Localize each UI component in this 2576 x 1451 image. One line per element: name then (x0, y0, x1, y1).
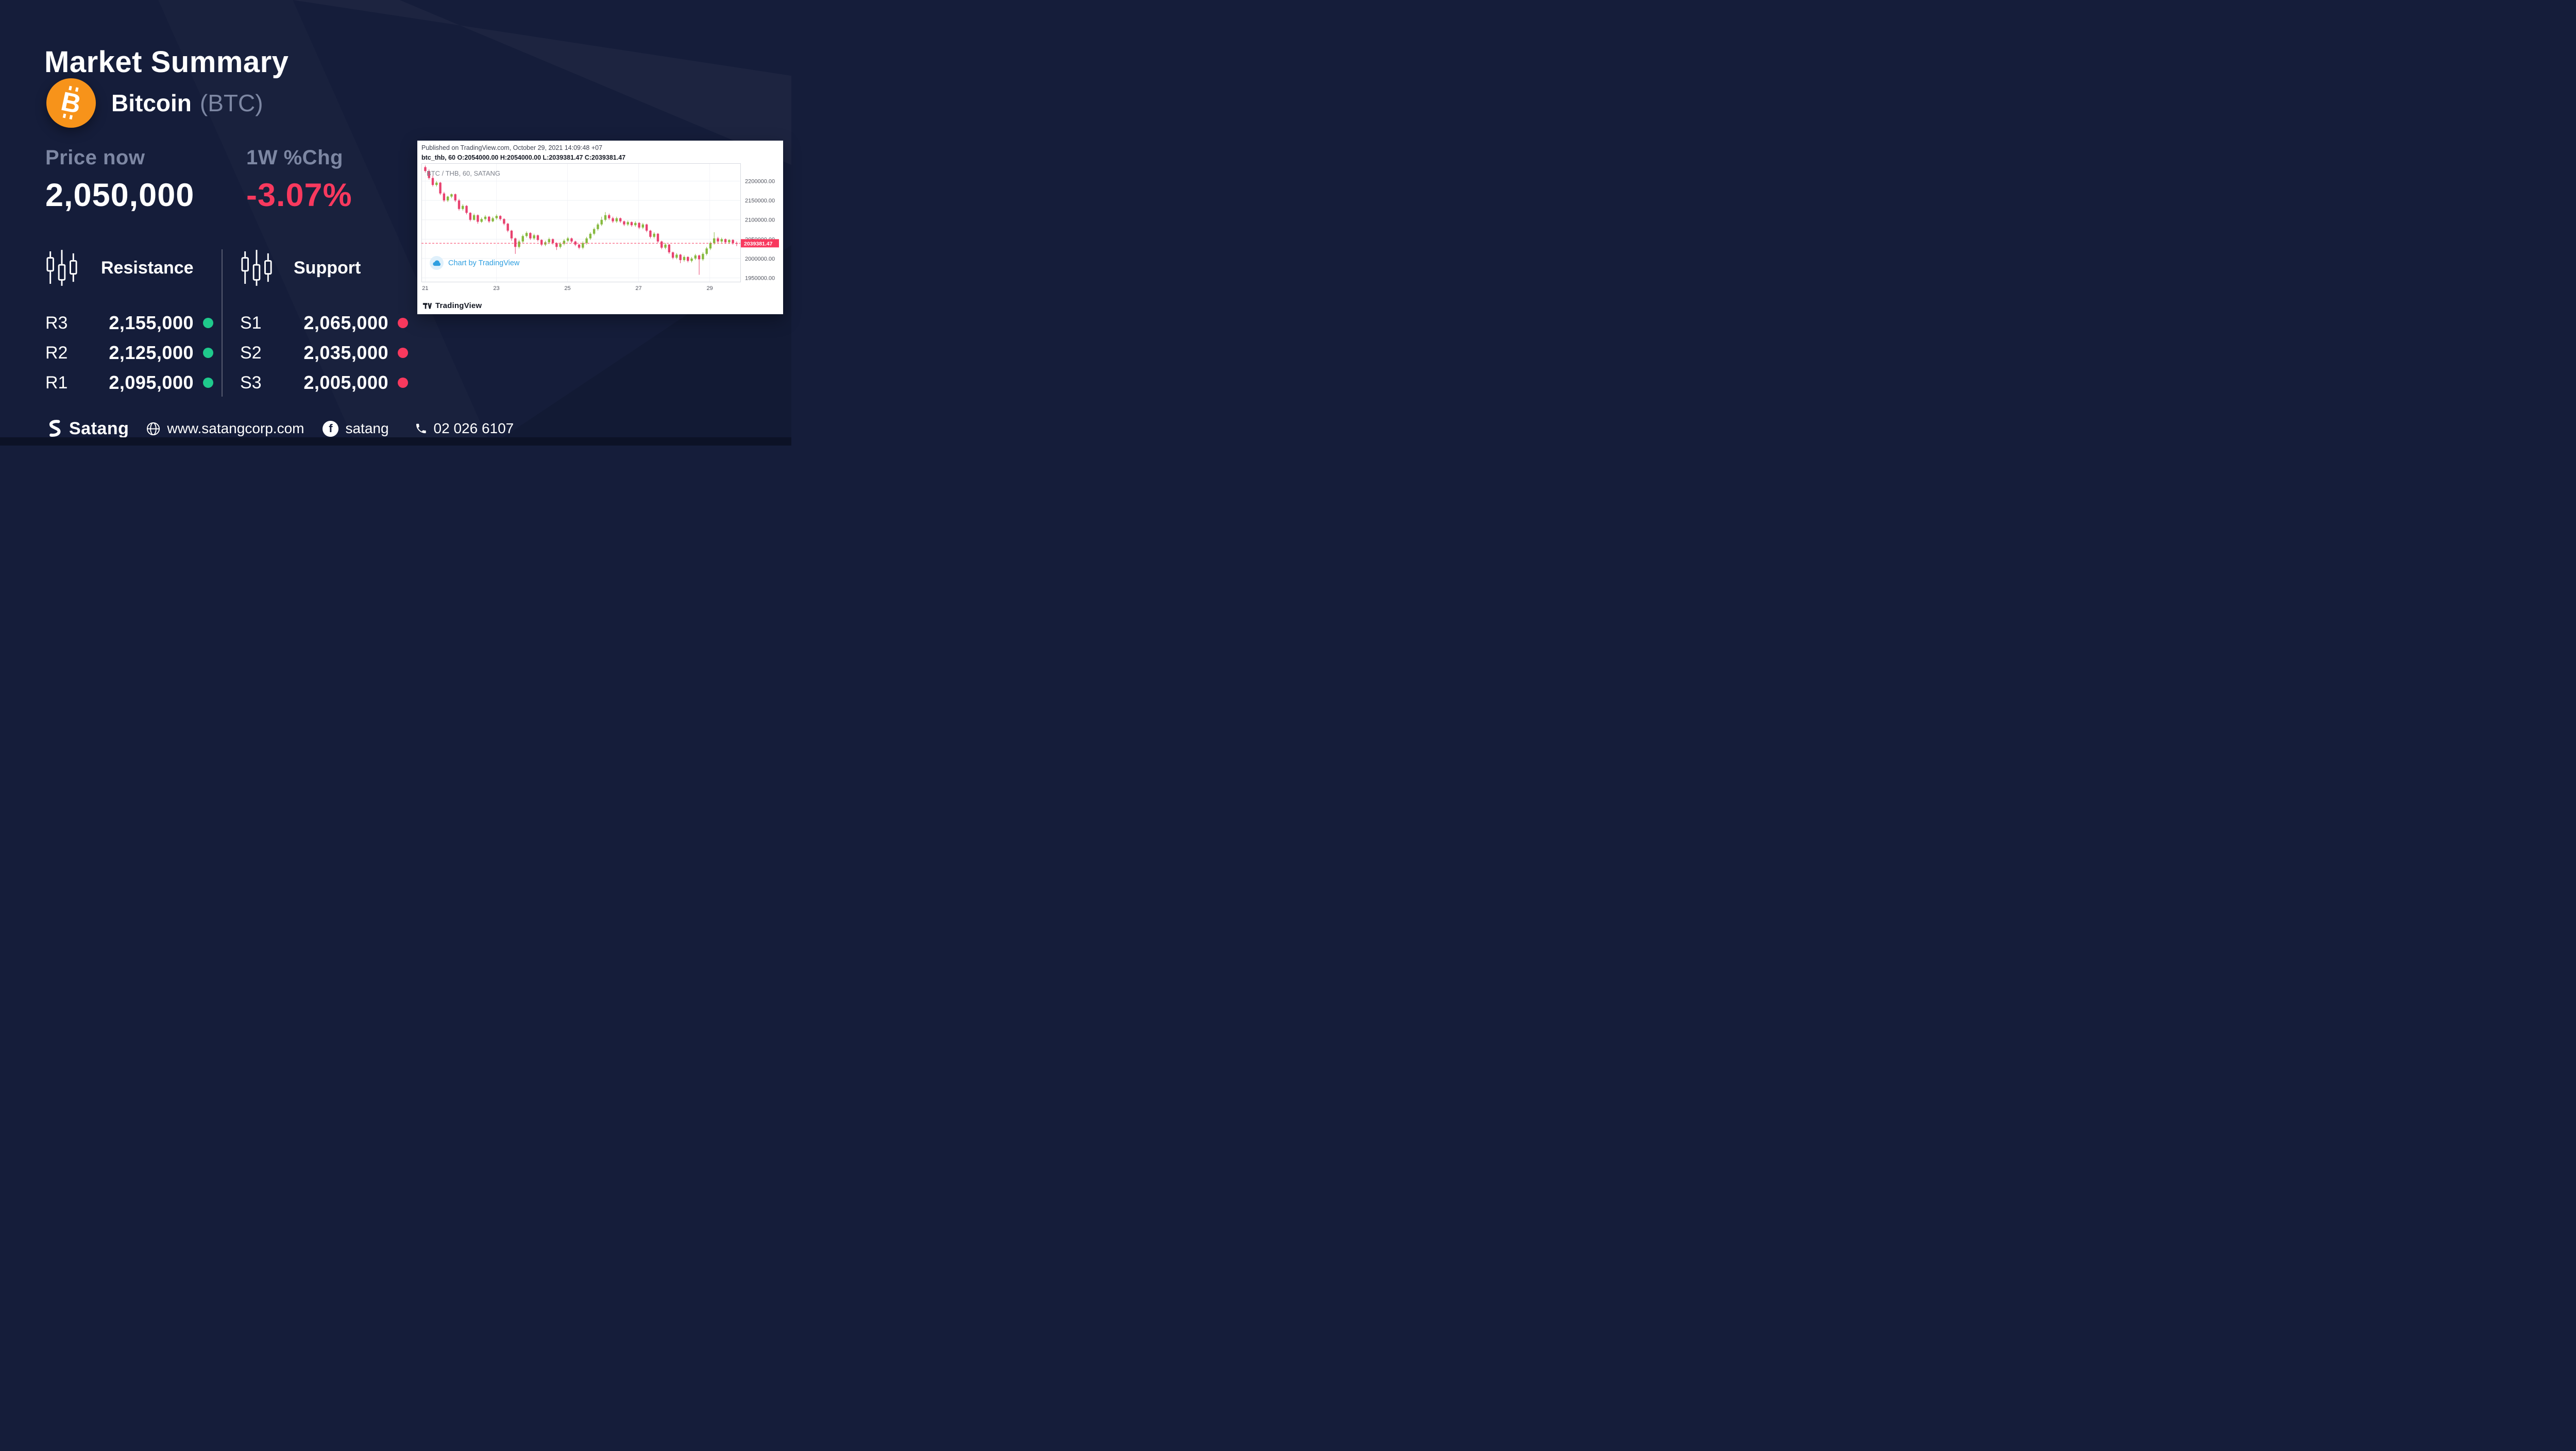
footer: Satang www.satangcorp.com f satang 02 02… (45, 416, 514, 441)
satang-logo-icon (49, 420, 61, 437)
pink-dot-icon (398, 348, 408, 358)
level-value: 2,095,000 (109, 372, 194, 393)
table-row: S2 2,035,000 (240, 338, 418, 368)
level-value: 2,035,000 (303, 342, 388, 363)
page-title: Market Summary (44, 45, 289, 79)
level-key: S3 (240, 372, 262, 392)
table-row: R3 2,155,000 (45, 308, 223, 338)
resistance-header: Resistance (45, 246, 223, 289)
candlestick-svg: 21 23 25 27 29 2200000.00 2150000.00 2100000.00… (421, 163, 779, 292)
weekly-change-label: 1W %Chg (246, 146, 343, 169)
price-now-label: Price now (45, 146, 145, 169)
table-row: R1 2,095,000 (45, 368, 223, 398)
bottom-dark-strip (0, 437, 791, 446)
level-key: R2 (45, 343, 68, 363)
level-value: 2,125,000 (109, 342, 194, 363)
resistance-title: Resistance (101, 258, 194, 278)
svg-text:2150000.00: 2150000.00 (745, 198, 775, 204)
resistance-rows: R3 2,155,000 R2 2,125,000 R1 2,095,000 (45, 308, 223, 398)
green-dot-icon (203, 318, 213, 328)
support-title: Support (294, 258, 361, 278)
svg-text:25: 25 (564, 285, 570, 292)
level-value: 2,155,000 (109, 312, 194, 333)
ohlc-line: btc_thb, 60 O:2054000.00 H:2054000.00 L:… (421, 154, 626, 161)
brand-name: Satang (69, 418, 129, 438)
weekly-change-block: 1W %Chg -3.07% (246, 146, 352, 214)
table-row: R2 2,125,000 (45, 338, 223, 368)
svg-text:21: 21 (422, 285, 428, 292)
pink-dot-icon (398, 318, 408, 328)
svg-text:29: 29 (706, 285, 713, 292)
svg-text:2039381.47: 2039381.47 (744, 241, 773, 247)
resistance-column: Resistance R3 2,155,000 R2 2,125,000 R1 … (45, 246, 223, 398)
svg-text:2200000.00: 2200000.00 (745, 179, 775, 185)
pink-dot-icon (398, 378, 408, 388)
price-now-block: Price now 2,050,000 (45, 146, 194, 214)
tradingview-logo-text: TradingView (435, 301, 482, 310)
tradingview-mark-icon (422, 303, 432, 309)
level-key: R1 (45, 372, 68, 392)
support-header: Support (240, 246, 418, 289)
column-divider (222, 249, 223, 397)
level-value: 2,005,000 (303, 372, 388, 393)
candlestick-icon (46, 250, 77, 286)
tradingview-chart-panel: Published on TradingView.com, October 29… (417, 141, 783, 314)
support-column: Support S1 2,065,000 S2 2,035,000 S3 2,0… (240, 246, 418, 398)
support-rows: S1 2,065,000 S2 2,035,000 S3 2,005,000 (240, 308, 418, 398)
level-key: R3 (45, 313, 68, 333)
facebook-icon: f (323, 420, 339, 437)
green-dot-icon (203, 378, 213, 388)
green-dot-icon (203, 348, 213, 358)
candlestick-chart: BTC / THB, 60, SATANG Chart by TradingVi… (421, 163, 779, 293)
chart-watermark: BTC / THB, 60, SATANG (427, 169, 501, 177)
phone-item: 02 026 6107 (415, 420, 514, 437)
candlestick-icon (241, 250, 272, 286)
svg-text:23: 23 (493, 285, 499, 292)
tradingview-cloud-icon (430, 256, 444, 270)
svg-text:27: 27 (635, 285, 641, 292)
chart-attribution: Chart by TradingView (430, 256, 519, 270)
level-key: S2 (240, 343, 262, 363)
phone-icon (416, 423, 426, 433)
price-now-value: 2,050,000 (45, 177, 195, 213)
svg-text:1950000.00: 1950000.00 (745, 275, 775, 281)
coin-name: Bitcoin (111, 90, 192, 116)
table-row: S3 2,005,000 (240, 368, 418, 398)
chart-attribution-text: Chart by TradingView (448, 259, 520, 267)
published-line: Published on TradingView.com, October 29… (421, 144, 603, 151)
table-row: S1 2,065,000 (240, 308, 418, 338)
level-key: S1 (240, 313, 262, 333)
website-item: www.satangcorp.com (146, 420, 304, 437)
level-value: 2,065,000 (303, 312, 388, 333)
tradingview-logo: TradingView (422, 301, 482, 310)
facebook-item: f satang (323, 420, 389, 437)
weekly-change-value: -3.07% (246, 177, 352, 213)
coin-symbol: (BTC) (199, 90, 263, 116)
globe-icon (147, 422, 160, 435)
coin-header: B Bitcoin (BTC) (46, 78, 263, 128)
website-text: www.satangcorp.com (167, 420, 304, 436)
bitcoin-b-glyph: B (58, 86, 84, 120)
bitcoin-icon: B (46, 78, 96, 128)
svg-text:2000000.00: 2000000.00 (745, 256, 775, 262)
phone-text: 02 026 6107 (433, 420, 514, 436)
satang-brand: Satang (45, 418, 129, 439)
facebook-text: satang (345, 420, 389, 436)
svg-text:2100000.00: 2100000.00 (745, 217, 775, 224)
